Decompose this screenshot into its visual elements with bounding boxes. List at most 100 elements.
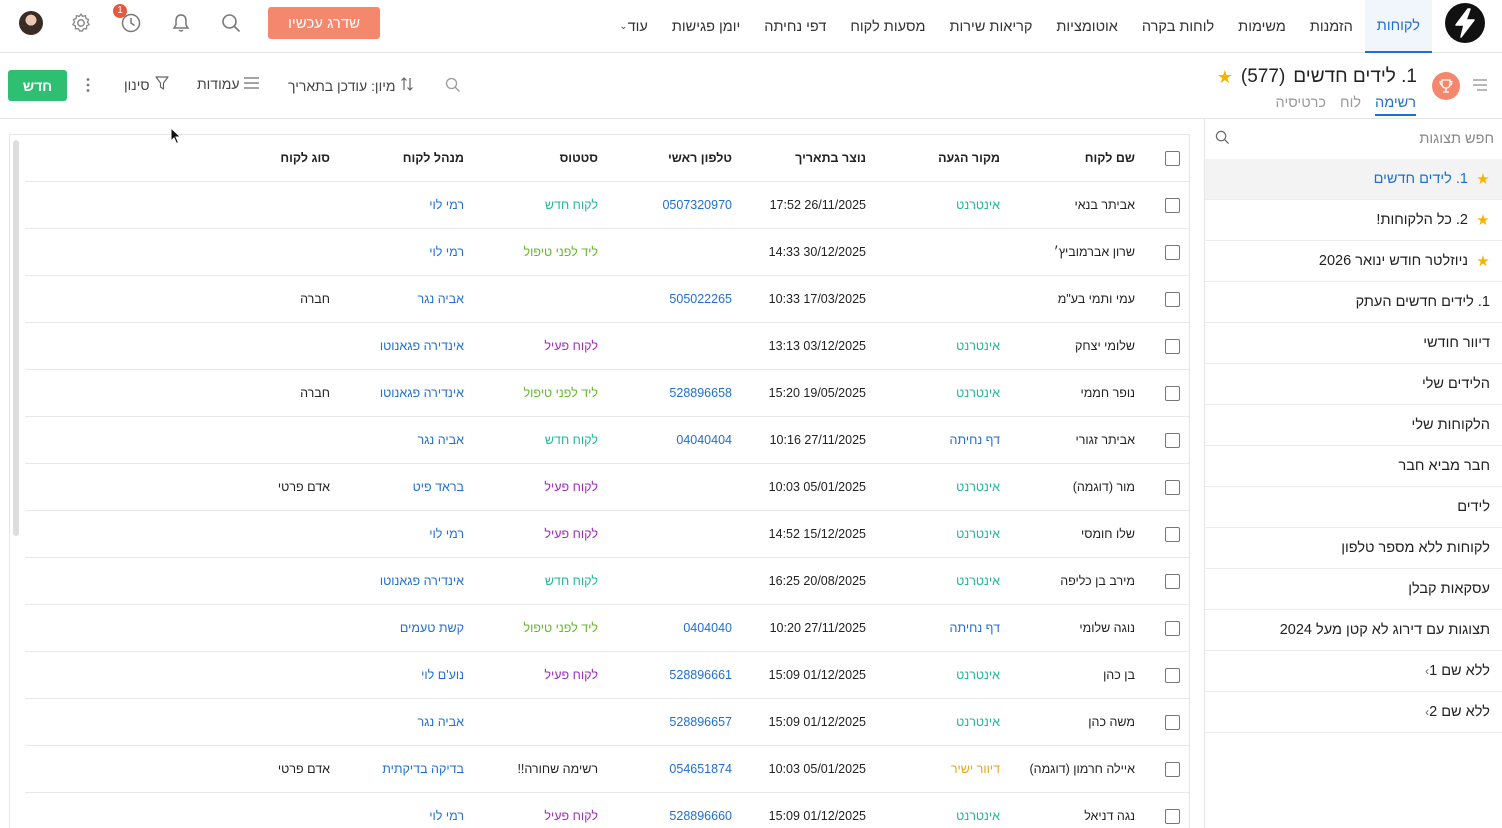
header-status[interactable]: סטטוס xyxy=(559,151,598,165)
phone-cell[interactable]: 528896658 xyxy=(669,386,732,400)
nav-tab-6[interactable]: מסעות לקוח xyxy=(838,0,937,53)
table-row[interactable]: איילה חרמון (דוגמה) דיוור ישיר 10:03 05/01… xyxy=(25,746,1189,793)
table-row[interactable]: אביתר בנאי אינטרנט 17:52 26/11/2025 0507320… xyxy=(25,182,1189,229)
row-checkbox[interactable] xyxy=(1165,809,1180,824)
header-manager[interactable]: מנהל לקוח xyxy=(402,151,464,165)
sidebar-view-item[interactable]: תצוגות עם דירוג לא קטן מעל 2024 xyxy=(1205,610,1502,651)
row-checkbox[interactable] xyxy=(1165,292,1180,307)
manager-cell[interactable]: אביה נגר xyxy=(417,292,464,306)
row-checkbox[interactable] xyxy=(1165,527,1180,542)
row-checkbox[interactable] xyxy=(1165,245,1180,260)
phone-cell[interactable]: 0507320970 xyxy=(662,198,732,212)
nav-tab-3[interactable]: לוחות בקרה xyxy=(1130,0,1226,53)
table-row[interactable]: נגה דניאל אינטרנט 15:09 01/12/2025 52889666… xyxy=(25,793,1189,828)
header-phone[interactable]: טלפון ראשי xyxy=(668,151,732,165)
views-search-input[interactable] xyxy=(1254,131,1494,147)
manager-cell[interactable]: נוע'ם לוי xyxy=(421,668,464,682)
user-avatar[interactable] xyxy=(19,11,43,35)
filter-button[interactable]: סינון xyxy=(124,76,169,93)
view-tab-1[interactable]: לוח xyxy=(1340,95,1362,111)
app-logo[interactable] xyxy=(1445,3,1485,43)
bell-icon[interactable] xyxy=(169,11,193,35)
phone-cell[interactable]: 0404040 xyxy=(683,621,732,635)
table-scrollbar[interactable] xyxy=(13,140,19,536)
view-tab-0[interactable]: רשימה xyxy=(1375,95,1416,116)
table-search-icon[interactable] xyxy=(445,77,461,93)
columns-button[interactable]: עמודות xyxy=(197,76,260,92)
row-checkbox[interactable] xyxy=(1165,715,1180,730)
row-checkbox[interactable] xyxy=(1165,668,1180,683)
history-icon[interactable] xyxy=(119,11,143,35)
sidebar-view-item[interactable]: 1. לידים חדשים העתק xyxy=(1205,282,1502,323)
row-checkbox[interactable] xyxy=(1165,433,1180,448)
sidebar-view-item[interactable]: דיוור חודשי xyxy=(1205,323,1502,364)
star-icon[interactable]: ★ xyxy=(1476,253,1490,270)
manager-cell[interactable]: רמי לוי xyxy=(429,809,464,823)
table-row[interactable]: נופר חממי אינטרנט 15:20 19/05/2025 52889665… xyxy=(25,370,1189,417)
phone-cell[interactable]: 528896661 xyxy=(669,668,732,682)
manager-cell[interactable]: בראד פיט xyxy=(412,480,464,494)
select-all-checkbox[interactable] xyxy=(1165,151,1180,166)
new-record-button[interactable]: חדש xyxy=(8,70,67,101)
gear-icon[interactable] xyxy=(69,11,93,35)
sidebar-view-item[interactable]: לידים xyxy=(1205,487,1502,528)
sidebar-view-item[interactable]: עסקאות קבלן xyxy=(1205,569,1502,610)
star-icon[interactable]: ★ xyxy=(1476,171,1490,188)
sidebar-view-item[interactable]: 2. כל הלקוחות! ★ xyxy=(1205,200,1502,241)
manager-cell[interactable]: אינדירה פגאנוטו xyxy=(379,574,464,588)
nav-tab-5[interactable]: קריאות שירות xyxy=(938,0,1045,53)
sidebar-view-item[interactable]: לקוחות ללא מספר טלפון xyxy=(1205,528,1502,569)
header-source[interactable]: מקור הגעה xyxy=(938,151,1000,165)
sidebar-view-item[interactable]: ‹ ללא שם 2 xyxy=(1205,692,1502,733)
nav-tab-7[interactable]: דפי נחיתה xyxy=(752,0,838,53)
header-name[interactable]: שם לקוח xyxy=(1084,151,1135,165)
manager-cell[interactable]: רמי לוי xyxy=(429,527,464,541)
search-icon[interactable] xyxy=(219,11,243,35)
nav-tab-0[interactable]: לקוחות xyxy=(1364,0,1432,53)
manager-cell[interactable]: קשת טעמים xyxy=(399,621,464,635)
manager-cell[interactable]: אביה נגר xyxy=(417,433,464,447)
table-row[interactable]: עמי ותמי בע"מ 10:33 17/03/2025 505022265 אב… xyxy=(25,276,1189,323)
nav-tab-1[interactable]: הזמנות xyxy=(1298,0,1365,53)
table-row[interactable]: אביתר זגורי דף נחיתה 10:16 27/11/2025 04040… xyxy=(25,417,1189,464)
row-checkbox[interactable] xyxy=(1165,339,1180,354)
more-options-icon[interactable] xyxy=(85,77,91,93)
table-row[interactable]: בן כהן אינטרנט 15:09 01/12/2025 528896661 לק… xyxy=(25,652,1189,699)
table-row[interactable]: משה כהן אינטרנט 15:09 01/12/2025 528896657 א… xyxy=(25,699,1189,746)
chevron-left-icon[interactable]: ‹ xyxy=(1425,664,1430,678)
menu-icon[interactable] xyxy=(1473,79,1487,94)
sidebar-view-item[interactable]: הלקוחות שלי xyxy=(1205,405,1502,446)
search-icon[interactable] xyxy=(1215,130,1230,148)
row-checkbox[interactable] xyxy=(1165,762,1180,777)
manager-cell[interactable]: אינדירה פגאנוטו xyxy=(379,386,464,400)
sidebar-view-item[interactable]: חבר מביא חבר xyxy=(1205,446,1502,487)
phone-cell[interactable]: 505022265 xyxy=(669,292,732,306)
nav-tab-8[interactable]: יומן פגישות xyxy=(660,0,752,53)
sidebar-view-item[interactable]: הלידים שלי xyxy=(1205,364,1502,405)
row-checkbox[interactable] xyxy=(1165,480,1180,495)
sidebar-view-item[interactable]: ‹ ללא שם 1 xyxy=(1205,651,1502,692)
trophy-icon[interactable] xyxy=(1432,72,1460,100)
chevron-left-icon[interactable]: ‹ xyxy=(1425,705,1430,719)
view-tab-2[interactable]: כרטיסיה xyxy=(1275,95,1327,111)
sidebar-view-item[interactable]: ניוזלטר חודש ינואר 2026 ★ xyxy=(1205,241,1502,282)
manager-cell[interactable]: אינדירה פגאנוטו xyxy=(379,339,464,353)
manager-cell[interactable]: אביה נגר xyxy=(417,715,464,729)
manager-cell[interactable]: רמי לוי xyxy=(429,245,464,259)
row-checkbox[interactable] xyxy=(1165,386,1180,401)
manager-cell[interactable]: בדיקה בדיקתית xyxy=(382,762,464,776)
nav-tab-4[interactable]: אוטומציות xyxy=(1044,0,1130,53)
header-type[interactable]: סוג לקוח xyxy=(280,151,330,165)
favorite-star-icon[interactable]: ★ xyxy=(1216,66,1233,87)
sort-button[interactable]: מיון: עודכן בתאריך xyxy=(288,76,414,95)
upgrade-now-button[interactable]: שדרג עכשיו xyxy=(268,7,380,39)
sidebar-view-item[interactable]: 1. לידים חדשים ★ xyxy=(1205,159,1502,200)
row-checkbox[interactable] xyxy=(1165,574,1180,589)
row-checkbox[interactable] xyxy=(1165,621,1180,636)
table-row[interactable]: נוגה שלומי דף נחיתה 10:20 27/11/2025 040404… xyxy=(25,605,1189,652)
nav-tab-2[interactable]: משימות xyxy=(1226,0,1298,53)
table-row[interactable]: שרון אברמוביץ׳ 14:33 30/12/2025 ליד לפני ט… xyxy=(25,229,1189,276)
table-row[interactable]: שלומי יצחק אינטרנט 13:13 03/12/2025 לקוח פע… xyxy=(25,323,1189,370)
phone-cell[interactable]: 04040404 xyxy=(676,433,732,447)
phone-cell[interactable]: 528896660 xyxy=(669,809,732,823)
